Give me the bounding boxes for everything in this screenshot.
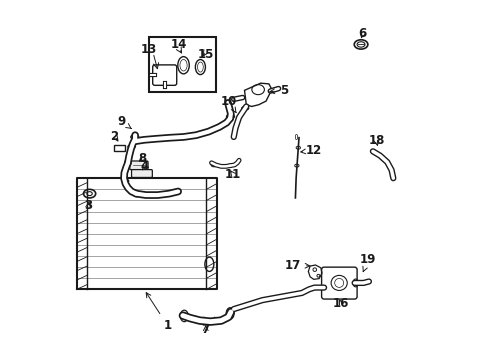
Text: 8: 8 bbox=[138, 152, 146, 165]
Text: 6: 6 bbox=[358, 27, 366, 40]
Text: 15: 15 bbox=[198, 48, 214, 61]
Text: 14: 14 bbox=[170, 38, 187, 51]
FancyBboxPatch shape bbox=[131, 170, 152, 177]
Text: 5: 5 bbox=[269, 84, 287, 97]
Text: 11: 11 bbox=[224, 168, 241, 181]
Text: 17: 17 bbox=[284, 259, 309, 272]
Bar bbox=[149, 37, 215, 92]
Text: 10: 10 bbox=[220, 95, 236, 113]
Text: 12: 12 bbox=[300, 144, 321, 157]
Text: 18: 18 bbox=[367, 134, 384, 147]
Text: 16: 16 bbox=[332, 297, 349, 310]
Text: 7: 7 bbox=[201, 323, 209, 336]
FancyBboxPatch shape bbox=[129, 161, 148, 170]
Text: 4: 4 bbox=[141, 160, 149, 173]
Text: 19: 19 bbox=[359, 253, 376, 272]
Text: 13: 13 bbox=[141, 43, 157, 56]
Text: 3: 3 bbox=[84, 199, 92, 212]
Text: 9: 9 bbox=[118, 116, 131, 129]
Bar bbox=[114, 145, 125, 151]
Text: 1: 1 bbox=[146, 293, 171, 332]
Text: 2: 2 bbox=[110, 130, 119, 143]
